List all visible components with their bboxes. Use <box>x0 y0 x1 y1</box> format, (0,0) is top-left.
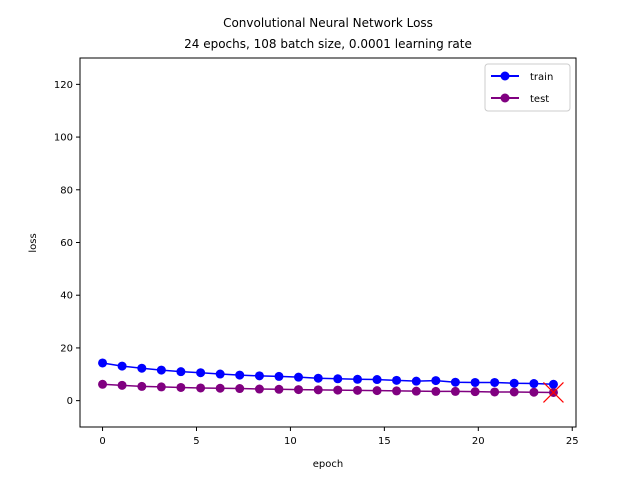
legend-train-label: train <box>530 72 553 83</box>
data-point-test <box>450 386 460 396</box>
data-point-train <box>372 375 382 385</box>
y-tick-label: 40 <box>60 291 73 302</box>
data-point-test <box>235 384 245 394</box>
y-tick-label: 0 <box>67 396 73 407</box>
data-point-train <box>450 377 460 387</box>
data-point-train <box>548 379 558 389</box>
data-point-test <box>156 382 166 392</box>
data-point-train <box>509 378 519 388</box>
chart-subtitle: 24 epochs, 108 batch size, 0.0001 learni… <box>184 37 472 51</box>
data-point-train <box>294 372 304 382</box>
data-point-test <box>137 381 147 391</box>
data-point-test <box>333 385 343 395</box>
y-tick-label: 80 <box>60 185 73 196</box>
data-point-test <box>294 385 304 395</box>
data-point-test <box>529 387 539 397</box>
data-point-test <box>274 384 284 394</box>
legend-test-label: test <box>530 94 549 105</box>
y-tick-label: 100 <box>54 133 73 144</box>
y-axis-ticks: 0 20 40 60 80 100 120 <box>54 80 80 407</box>
x-tick-label: 25 <box>566 436 579 447</box>
series-layer <box>98 358 558 397</box>
data-point-test <box>254 384 264 394</box>
x-axis-label: epoch <box>313 459 343 470</box>
x-tick-label: 20 <box>472 436 485 447</box>
data-point-test <box>431 386 441 396</box>
data-point-train <box>156 365 166 375</box>
data-point-train <box>254 371 264 381</box>
y-tick-label: 120 <box>54 80 73 91</box>
y-axis-label: loss <box>28 233 39 252</box>
x-tick-label: 5 <box>193 436 199 447</box>
y-tick-label: 20 <box>60 343 73 354</box>
legend-test-marker <box>500 93 510 103</box>
data-point-train <box>529 379 539 389</box>
chart-title: Convolutional Neural Network Loss <box>223 16 433 30</box>
data-point-train <box>411 376 421 386</box>
data-point-test <box>509 387 519 397</box>
data-point-train <box>215 369 225 379</box>
data-point-test <box>352 385 362 395</box>
data-point-train <box>196 368 206 378</box>
data-point-test <box>490 387 500 397</box>
data-point-test <box>392 386 402 396</box>
data-point-test <box>176 382 186 392</box>
data-point-test <box>313 385 323 395</box>
data-point-train <box>490 377 500 387</box>
data-point-train <box>352 374 362 384</box>
data-point-train <box>98 358 108 368</box>
data-point-train <box>313 373 323 383</box>
plot-area <box>80 58 576 427</box>
data-point-test <box>117 380 127 390</box>
data-point-train <box>137 363 147 373</box>
data-point-train <box>176 367 186 377</box>
data-point-test <box>196 383 206 393</box>
data-point-test <box>372 386 382 396</box>
data-point-train <box>235 370 245 380</box>
legend: train test <box>484 63 571 112</box>
data-point-train <box>431 376 441 386</box>
y-tick-label: 60 <box>60 238 73 249</box>
x-marker-stroke <box>543 382 564 403</box>
legend-box <box>484 63 571 112</box>
data-point-test <box>98 379 108 389</box>
legend-train-marker <box>500 71 510 81</box>
data-point-train <box>470 377 480 387</box>
data-point-test <box>411 386 421 396</box>
data-point-train <box>117 361 127 371</box>
data-point-test <box>470 387 480 397</box>
x-axis-ticks: 0 5 10 15 20 25 <box>99 427 579 447</box>
x-tick-label: 15 <box>378 436 391 447</box>
x-tick-label: 0 <box>99 436 105 447</box>
data-point-train <box>333 374 343 384</box>
annotation-layer <box>543 382 564 403</box>
x-tick-label: 10 <box>284 436 297 447</box>
data-point-test <box>215 383 225 393</box>
data-point-train <box>274 371 284 381</box>
data-point-train <box>392 375 402 385</box>
